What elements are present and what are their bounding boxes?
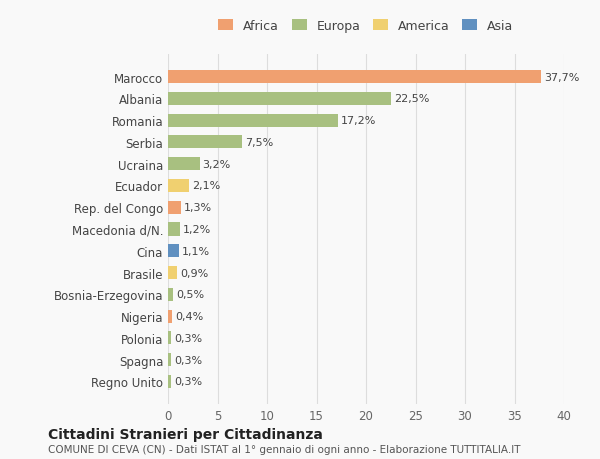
Text: 0,3%: 0,3% (174, 376, 202, 386)
Text: 3,2%: 3,2% (203, 159, 231, 169)
Text: 2,1%: 2,1% (192, 181, 220, 191)
Bar (168, 136, 242, 149)
Bar (168, 71, 541, 84)
Bar (168, 158, 200, 171)
Bar (168, 114, 338, 128)
Bar (168, 288, 173, 301)
Text: 0,4%: 0,4% (175, 311, 203, 321)
Bar (168, 245, 179, 258)
Text: 37,7%: 37,7% (544, 73, 580, 83)
Text: 0,3%: 0,3% (174, 333, 202, 343)
Text: 7,5%: 7,5% (245, 138, 274, 148)
Text: 22,5%: 22,5% (394, 94, 429, 104)
Legend: Africa, Europa, America, Asia: Africa, Europa, America, Asia (215, 16, 517, 36)
Text: 1,1%: 1,1% (182, 246, 210, 256)
Bar (168, 179, 189, 193)
Bar (168, 375, 171, 388)
Text: Cittadini Stranieri per Cittadinanza: Cittadini Stranieri per Cittadinanza (48, 427, 323, 442)
Text: 0,5%: 0,5% (176, 290, 204, 300)
Text: 0,3%: 0,3% (174, 355, 202, 365)
Text: 0,9%: 0,9% (180, 268, 208, 278)
Bar (168, 353, 171, 366)
Bar (168, 310, 172, 323)
Text: COMUNE DI CEVA (CN) - Dati ISTAT al 1° gennaio di ogni anno - Elaborazione TUTTI: COMUNE DI CEVA (CN) - Dati ISTAT al 1° g… (48, 444, 521, 454)
Text: 1,3%: 1,3% (184, 203, 212, 213)
Text: 17,2%: 17,2% (341, 116, 377, 126)
Bar (168, 201, 181, 214)
Bar (168, 331, 171, 345)
Text: 1,2%: 1,2% (183, 224, 211, 235)
Bar (168, 223, 180, 236)
Bar (168, 93, 391, 106)
Bar (168, 266, 177, 280)
